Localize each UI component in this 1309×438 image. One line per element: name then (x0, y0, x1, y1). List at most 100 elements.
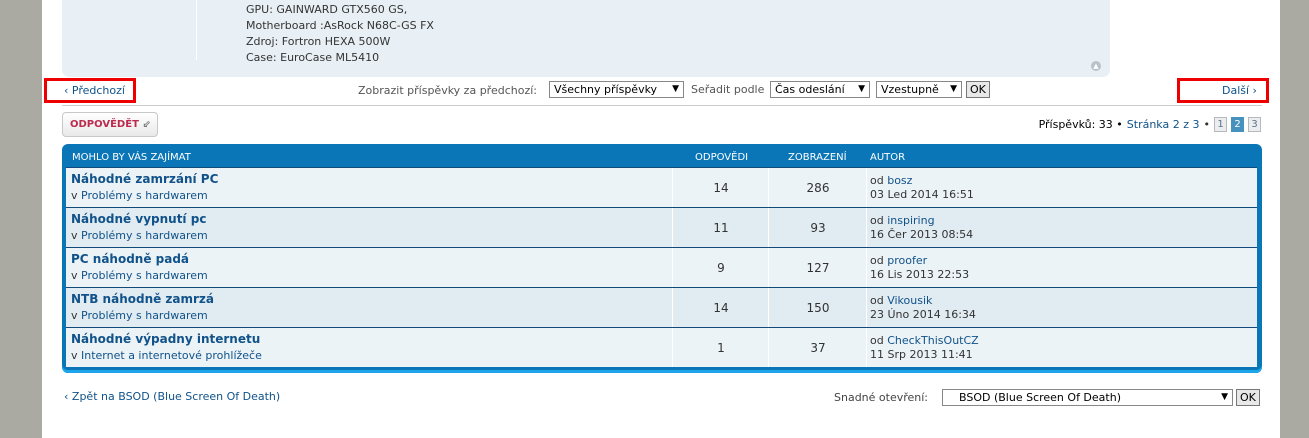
views-cell: 127 (768, 248, 867, 287)
author-cell: od Vikousik 23 Úno 2014 16:34 (870, 294, 976, 322)
signature-line: Case: EuroCase ML5410 (246, 51, 380, 64)
reply-label: ODPOVĚDĚT (70, 119, 139, 130)
show-posts-select[interactable]: Všechny příspěvky ▼ (549, 81, 684, 98)
topic-title-link[interactable]: NTB náhodně zamrzá (71, 292, 215, 306)
views-count: 127 (806, 261, 830, 275)
forum-link[interactable]: Problémy s hardwarem (81, 229, 208, 242)
page-jump-link[interactable]: Stránka 2 z 3 (1126, 118, 1200, 131)
dropdown-arrow-icon: ▼ (950, 84, 957, 94)
author-link[interactable]: inspiring (887, 214, 935, 227)
signature: GPU: GAINWARD GTX560 GS, Motherboard :As… (246, 2, 434, 66)
post-date: 03 Led 2014 16:51 (870, 188, 974, 201)
forum-link[interactable]: Problémy s hardwarem (81, 309, 208, 322)
prev-label: Předchozí (71, 84, 125, 97)
replies-count: 14 (713, 301, 729, 315)
replies-cell: 9 (672, 248, 769, 287)
similar-topics-table: MOHLO BY VÁS ZAJÍMAT ODPOVĚDI ZOBRAZENÍ … (62, 144, 1262, 373)
show-posts-value: Všechny příspěvky (554, 83, 658, 96)
sort-value: Čas odeslání (775, 83, 845, 96)
by-label: od (870, 294, 884, 307)
sort-ok-button[interactable]: OK (966, 81, 990, 98)
header-views: ZOBRAZENÍ (788, 152, 847, 163)
highlight-next (1177, 78, 1269, 103)
jump-ok-button[interactable]: OK (1236, 389, 1260, 406)
replies-cell: 14 (672, 288, 769, 327)
views-count: 150 (806, 301, 830, 315)
dropdown-arrow-icon: ▼ (858, 84, 865, 94)
forum-prefix: v (71, 189, 78, 202)
author-link[interactable]: CheckThisOutCZ (887, 334, 979, 347)
signature-line: GPU: GAINWARD GTX560 GS, (246, 3, 408, 16)
sort-order-select[interactable]: Vzestupně ▼ (876, 81, 962, 98)
author-link[interactable]: Vikousik (887, 294, 933, 307)
author-cell-border (866, 168, 867, 207)
show-posts-label: Zobrazit příspěvky za předchozí: (358, 84, 537, 97)
replies-count: 11 (713, 221, 729, 235)
forum-prefix: v (71, 309, 78, 322)
page-3-button[interactable]: 3 (1248, 117, 1261, 132)
topic-title-link[interactable]: Náhodné zamrzání PC (71, 172, 219, 186)
forum-link[interactable]: Problémy s hardwarem (81, 189, 208, 202)
replies-cell: 14 (672, 168, 769, 207)
post-divider (196, 0, 197, 60)
views-cell: 286 (768, 168, 867, 207)
chevron-right-icon: › (1249, 84, 1257, 97)
replies-count: 1 (717, 341, 725, 355)
jump-to-select[interactable]: BSOD (Blue Screen Of Death) ▼ (942, 389, 1233, 406)
post-date: 11 Srp 2013 11:41 (870, 348, 973, 361)
author-cell-border (866, 248, 867, 287)
forum-prefix: v (71, 229, 78, 242)
topic-title-link[interactable]: Náhodné vypnutí pc (71, 212, 207, 226)
by-label: od (870, 254, 884, 267)
by-label: od (870, 334, 884, 347)
forum-prefix: v (71, 349, 78, 362)
chevron-left-icon: ‹ (64, 84, 72, 97)
replies-cell: 11 (672, 208, 769, 247)
page-1-button[interactable]: 1 (1214, 117, 1227, 132)
order-value: Vzestupně (881, 83, 939, 96)
post-count: Příspěvků: 33 • (1038, 118, 1123, 131)
topic-title-link[interactable]: Náhodné výpadny internetu (71, 332, 261, 346)
topic-title-link[interactable]: PC náhodně padá (71, 252, 190, 266)
sort-by-select[interactable]: Čas odeslání ▼ (770, 81, 870, 98)
reply-button[interactable]: ODPOVĚDĚT ⇙ (62, 112, 158, 137)
jump-value: BSOD (Blue Screen Of Death) (959, 391, 1121, 404)
by-label: od (870, 174, 884, 187)
dropdown-arrow-icon: ▼ (1221, 392, 1228, 402)
replies-count: 9 (717, 261, 725, 275)
table-row: PC náhodně padá v Problémy s hardwarem 9… (66, 247, 1257, 287)
table-row: NTB náhodně zamrzá v Problémy s hardware… (66, 287, 1257, 327)
header-author: AUTOR (870, 152, 906, 163)
views-cell: 37 (768, 328, 867, 367)
replies-count: 14 (713, 181, 729, 195)
back-to-top-icon[interactable]: ▲ (1091, 61, 1101, 71)
author-cell-border (866, 288, 867, 327)
replies-cell: 1 (672, 328, 769, 367)
highlight-prev (44, 78, 136, 103)
author-link[interactable]: bosz (887, 174, 913, 187)
views-count: 93 (810, 221, 826, 235)
author-cell: od proofer 16 Lis 2013 22:53 (870, 254, 969, 282)
author-link[interactable]: proofer (887, 254, 928, 267)
divider (62, 105, 1262, 106)
back-to-forum-link[interactable]: ‹ Zpět na BSOD (Blue Screen Of Death) (64, 390, 280, 403)
separator: • (1203, 118, 1211, 131)
table-row: Náhodné vypnutí pc v Problémy s hardware… (66, 207, 1257, 247)
post-date: 23 Úno 2014 16:34 (870, 308, 976, 321)
author-cell: od CheckThisOutCZ 11 Srp 2013 11:41 (870, 334, 979, 362)
prev-topic-link[interactable]: ‹ Předchozí (64, 84, 125, 97)
forum-link[interactable]: Internet a internetové prohlížeče (81, 349, 262, 362)
next-topic-link[interactable]: Další › (1222, 84, 1257, 97)
chevron-left-icon: ‹ (64, 390, 72, 403)
views-count: 286 (806, 181, 830, 195)
forum-link[interactable]: Problémy s hardwarem (81, 269, 208, 282)
topic-forum: v Problémy s hardwarem (71, 269, 208, 282)
sort-label: Seřadit podle (691, 83, 765, 96)
author-cell: od bosz 03 Led 2014 16:51 (870, 174, 974, 202)
signature-line: Motherboard :AsRock N68C-GS FX (246, 19, 434, 32)
signature-line: Zdroj: Fortron HEXA 500W (246, 35, 391, 48)
author-cell-border (866, 208, 867, 247)
post-date: 16 Čer 2013 08:54 (870, 228, 974, 241)
topic-forum: v Problémy s hardwarem (71, 309, 208, 322)
next-label: Další (1222, 84, 1250, 97)
